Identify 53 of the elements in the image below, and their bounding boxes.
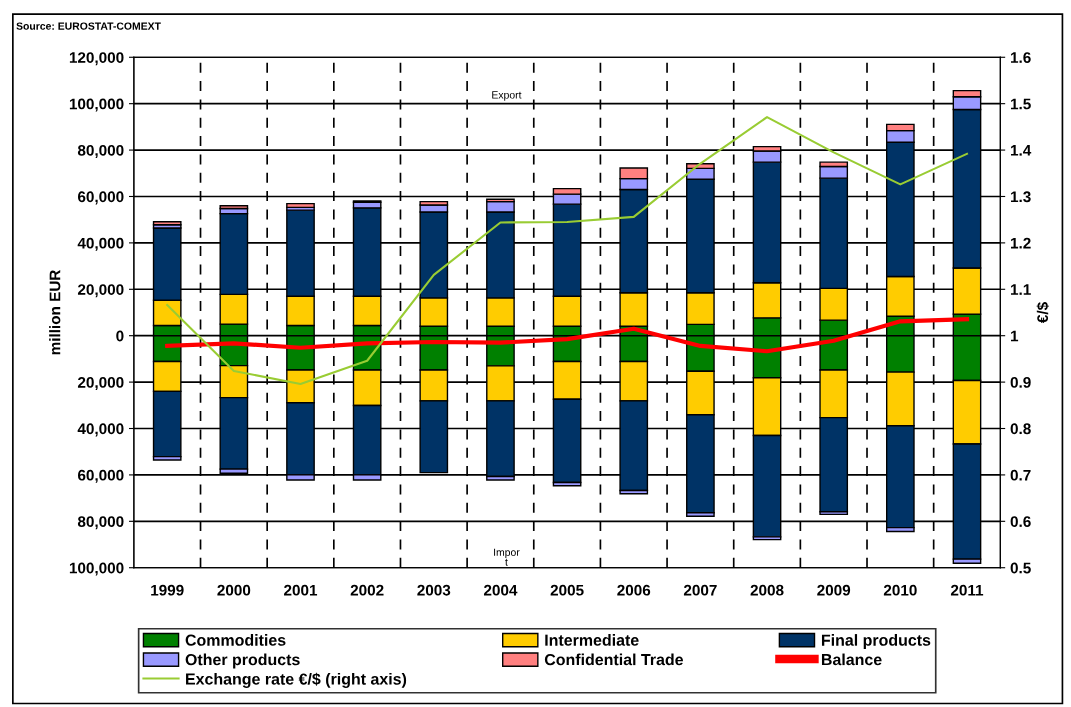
line-series — [165, 317, 970, 354]
y2-tick-label: 1.3 — [1011, 191, 1031, 203]
y-tick-label: 40,000 — [77, 423, 124, 437]
legend-label: Exchange rate €/$ (right axis) — [186, 672, 407, 688]
y-tick-label: 60,000 — [77, 191, 124, 205]
y-tick-label: 100,000 — [69, 562, 124, 576]
x-tick-label: 2010 — [883, 584, 917, 596]
y-tick-label: 20,000 — [77, 284, 124, 298]
y2-tick-label: 0.5 — [1010, 562, 1031, 574]
legend-label: Confidential Trade — [544, 653, 684, 666]
annotation: Impor t — [494, 548, 520, 566]
source-note: Source: EUROSTAT-COMEXT — [16, 22, 161, 30]
y2-tick-label: 1 — [1011, 330, 1019, 342]
y-tick-label: 100,000 — [69, 98, 124, 112]
x-tick-label: 2001 — [284, 584, 318, 596]
legend-label: Balance — [821, 653, 882, 666]
x-tick-label: 2009 — [817, 584, 851, 596]
y2-tick-label: 1.4 — [1011, 145, 1032, 156]
x-tick-label: 2000 — [217, 584, 251, 596]
y-tick-label: 0 — [116, 330, 124, 342]
x-tick-label: 2005 — [550, 584, 584, 596]
y2-tick-label: 1.6 — [1011, 52, 1031, 63]
y-axis-title: million EUR — [49, 269, 61, 355]
y-tick-label: 80,000 — [77, 144, 124, 158]
y2-tick-label: 0.7 — [1010, 469, 1031, 481]
y2-axis-title: €/$ — [1036, 302, 1050, 324]
y-tick-label: 60,000 — [77, 469, 124, 483]
y-tick-label: 40,000 — [77, 237, 124, 251]
y-tick-label: 120,000 — [69, 52, 124, 66]
legend-label: Final products — [821, 634, 931, 649]
y-tick-label: 20,000 — [77, 376, 124, 390]
annotation: Export — [492, 91, 522, 101]
legend-label: Commodities — [185, 634, 286, 646]
y2-tick-label: 0.9 — [1010, 376, 1031, 388]
y2-tick-label: 1.5 — [1011, 98, 1031, 110]
x-tick-label: 2002 — [350, 584, 384, 596]
bar — [286, 202, 315, 209]
x-tick-label: 1999 — [151, 584, 184, 596]
y2-tick-label: 1.1 — [1011, 284, 1031, 295]
legend-label: Other products — [185, 653, 300, 669]
x-tick-label: 2007 — [683, 584, 717, 596]
y2-tick-label: 1.2 — [1011, 237, 1031, 249]
x-tick-label: 2006 — [617, 584, 651, 596]
line-series — [166, 116, 969, 385]
y2-tick-label: 0.6 — [1010, 516, 1031, 527]
y2-tick-label: 0.8 — [1010, 423, 1031, 435]
x-tick-label: 2003 — [417, 584, 451, 596]
x-tick-label: 2011 — [950, 584, 984, 596]
x-tick-label: 2008 — [750, 584, 784, 596]
bar — [219, 205, 249, 210]
legend-label: Intermediate — [545, 634, 639, 646]
y-tick-label: 80,000 — [77, 516, 124, 530]
x-tick-label: 2004 — [483, 584, 518, 596]
